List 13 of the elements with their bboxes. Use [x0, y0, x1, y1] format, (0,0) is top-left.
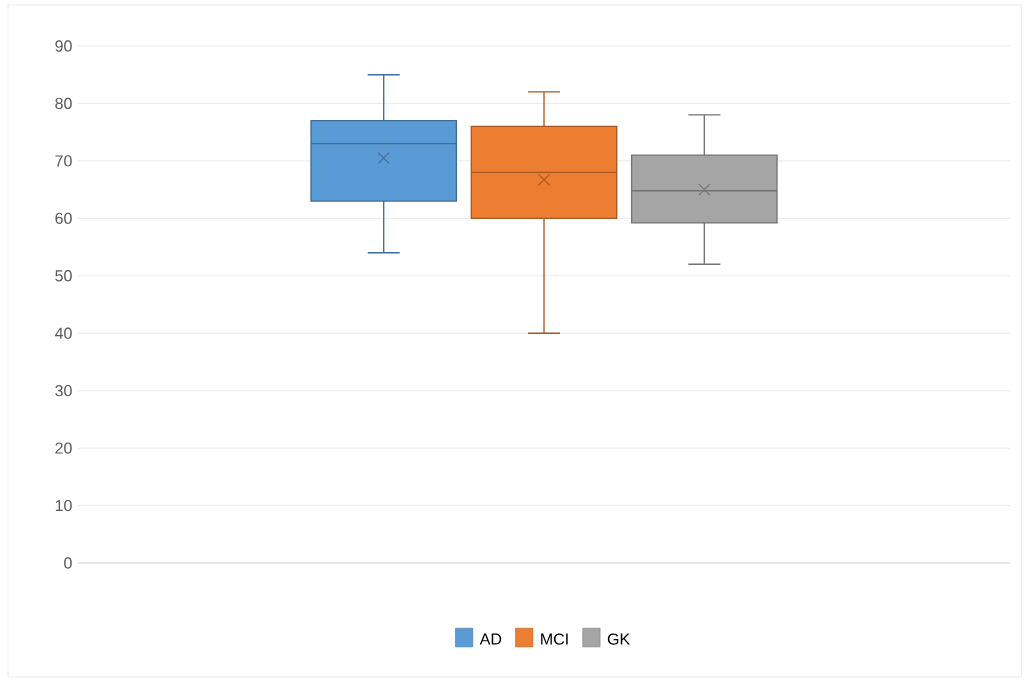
legend-label: AD: [479, 633, 502, 645]
y-tick-label: 30: [55, 385, 72, 397]
y-tick-label: 10: [55, 499, 72, 512]
y-tick-label: 0: [64, 557, 72, 569]
y-tick-label: 40: [54, 327, 72, 339]
legend-label: MCI: [541, 633, 568, 645]
y-tick-label: 60: [55, 212, 72, 224]
y-tick-label: 20: [55, 442, 72, 454]
y-tick-label: 80: [55, 97, 72, 110]
y-tick-label: 70: [55, 155, 72, 167]
y-tick-label: 50: [55, 270, 72, 282]
legend-label: GK: [607, 633, 630, 645]
y-tick-label: 90: [55, 40, 72, 52]
